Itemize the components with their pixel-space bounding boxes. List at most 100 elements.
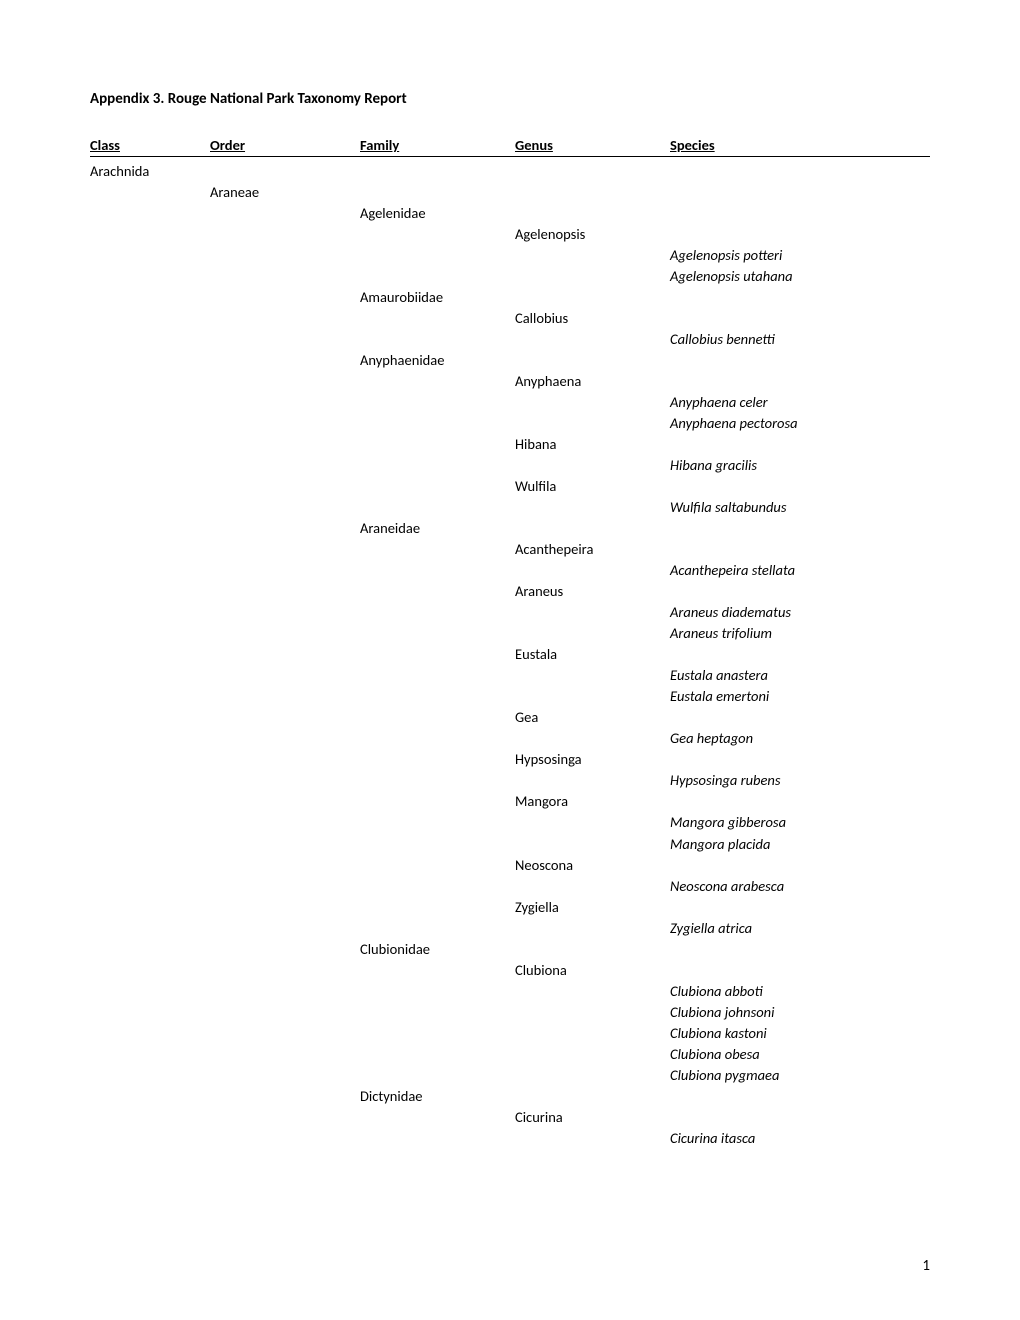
cell-class [90,728,210,749]
cell-species: Hibana gracilis [670,455,930,476]
cell-family [360,707,515,728]
cell-class [90,413,210,434]
cell-order [210,203,360,224]
cell-order [210,918,360,939]
cell-class [90,476,210,497]
cell-species: Clubiona obesa [670,1044,930,1065]
cell-species [670,581,930,602]
table-row: Acanthepeira [90,539,930,560]
cell-species [670,749,930,770]
cell-order [210,1044,360,1065]
cell-class [90,308,210,329]
cell-species [670,707,930,728]
cell-genus [515,203,670,224]
table-row: Mangora placida [90,834,930,855]
cell-family [360,497,515,518]
cell-species [670,182,930,203]
table-row: Callobius [90,308,930,329]
cell-genus: Clubiona [515,960,670,981]
cell-genus [515,834,670,855]
table-row: Anyphaena celer [90,392,930,413]
table-row: Araneae [90,182,930,203]
cell-genus: Acanthepeira [515,539,670,560]
cell-family [360,791,515,812]
cell-species: Anyphaena pectorosa [670,413,930,434]
cell-class [90,644,210,665]
cell-species [670,1107,930,1128]
cell-class [90,1002,210,1023]
table-row: Hypsosinga [90,749,930,770]
cell-family [360,960,515,981]
cell-class [90,1023,210,1044]
cell-genus [515,665,670,686]
cell-genus [515,939,670,960]
cell-species [670,308,930,329]
cell-class [90,266,210,287]
cell-family [360,855,515,876]
cell-genus [515,918,670,939]
cell-family [360,728,515,749]
cell-order [210,539,360,560]
cell-species: Eustala anastera [670,665,930,686]
cell-genus [515,350,670,371]
table-row: Gea [90,707,930,728]
cell-genus [515,329,670,350]
cell-class [90,686,210,707]
cell-family [360,623,515,644]
cell-order [210,371,360,392]
cell-order [210,855,360,876]
table-row: Wulfila saltabundus [90,497,930,518]
cell-species: Araneus trifolium [670,623,930,644]
cell-order [210,1023,360,1044]
cell-species [670,960,930,981]
cell-class [90,707,210,728]
cell-species: Agelenopsis potteri [670,245,930,266]
cell-species: Agelenopsis utahana [670,266,930,287]
cell-genus [515,266,670,287]
cell-class [90,623,210,644]
cell-genus [515,1128,670,1149]
cell-class [90,665,210,686]
cell-order [210,434,360,455]
cell-class [90,812,210,833]
table-row: Anyphaena pectorosa [90,413,930,434]
cell-family [360,686,515,707]
cell-class [90,791,210,812]
table-row: Mangora [90,791,930,812]
cell-class [90,1065,210,1086]
cell-genus: Neoscona [515,855,670,876]
table-row: Cicurina [90,1107,930,1128]
cell-order [210,560,360,581]
table-row: Hibana [90,434,930,455]
cell-genus [515,812,670,833]
cell-order [210,329,360,350]
cell-species: Cicurina itasca [670,1128,930,1149]
cell-species: Clubiona abboti [670,981,930,1002]
cell-class [90,855,210,876]
cell-genus [515,623,670,644]
table-row: Agelenidae [90,203,930,224]
cell-family [360,897,515,918]
cell-class [90,497,210,518]
cell-class [90,581,210,602]
cell-genus: Anyphaena [515,371,670,392]
cell-species [670,161,930,182]
header-species: Species [670,136,930,154]
cell-species: Clubiona johnsoni [670,1002,930,1023]
cell-order [210,623,360,644]
cell-class [90,960,210,981]
table-row: Neoscona arabesca [90,876,930,897]
cell-order [210,518,360,539]
cell-species [670,939,930,960]
cell-class [90,1044,210,1065]
page-number: 1 [922,1257,930,1275]
cell-order [210,981,360,1002]
cell-order [210,1128,360,1149]
cell-order [210,770,360,791]
cell-family: Dictynidae [360,1086,515,1107]
cell-species [670,287,930,308]
table-row: Zygiella atrica [90,918,930,939]
table-row: Amaurobiidae [90,287,930,308]
cell-family [360,1044,515,1065]
cell-genus [515,686,670,707]
